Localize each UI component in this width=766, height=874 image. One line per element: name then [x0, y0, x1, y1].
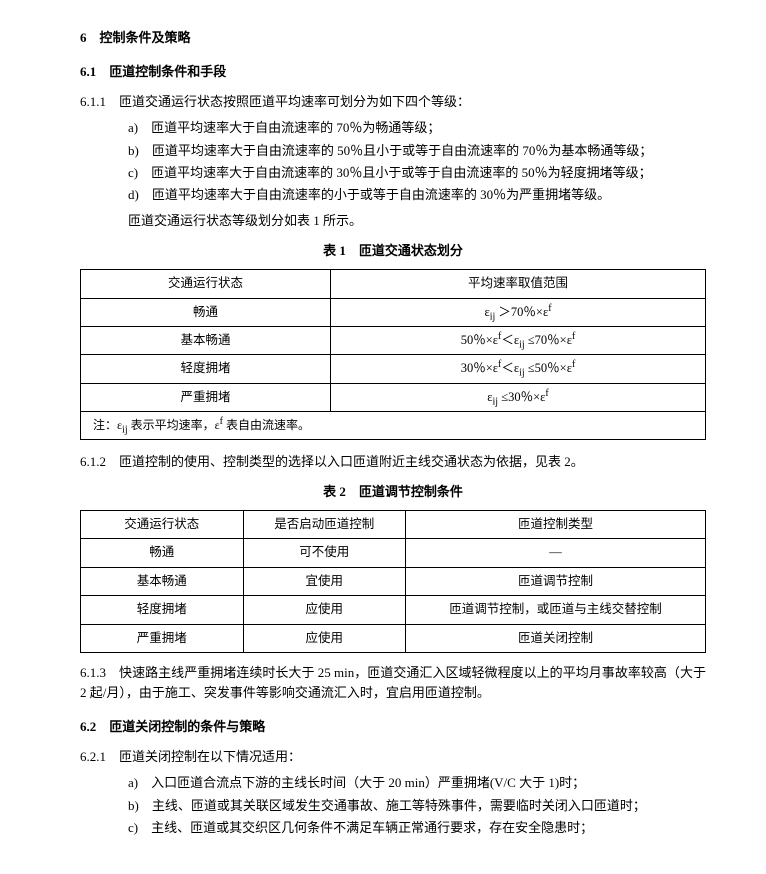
td: 50％×εf＜εij ≤70％×εf — [331, 327, 706, 355]
td: 30％×εf＜εij ≤50％×εf — [331, 355, 706, 383]
table-row: 基本畅通 宜使用 匝道调节控制 — [81, 567, 706, 595]
table-row: 轻度拥堵 应使用 匝道调节控制，或匝道与主线交替控制 — [81, 596, 706, 624]
td: 严重拥堵 — [81, 383, 331, 411]
list-item-a: a) 入口匝道合流点下游的主线长时间（大于 20 min）严重拥堵(V/C 大于… — [128, 773, 706, 793]
th: 是否启动匝道控制 — [243, 511, 406, 539]
td: 基本畅通 — [81, 567, 244, 595]
table-row: 交通运行状态 平均速率取值范围 — [81, 270, 706, 298]
heading-6-1: 6.1 匝道控制条件和手段 — [80, 62, 706, 82]
table-row: 基本畅通 50％×εf＜εij ≤70％×εf — [81, 327, 706, 355]
th: 平均速率取值范围 — [331, 270, 706, 298]
td: 应使用 — [243, 596, 406, 624]
list-item-a: a) 匝道平均速率大于自由流速率的 70％为畅通等级； — [128, 118, 706, 138]
td: 轻度拥堵 — [81, 596, 244, 624]
list-6-2-1: a) 入口匝道合流点下游的主线长时间（大于 20 min）严重拥堵(V/C 大于… — [80, 773, 706, 837]
table-2-title: 表 2 匝道调节控制条件 — [80, 482, 706, 502]
list-item-b: b) 主线、匝道或其关联区域发生交通事故、施工等特殊事件，需要临时关闭入口匝道时… — [128, 796, 706, 816]
td: 宜使用 — [243, 567, 406, 595]
para-6-2-1: 6.2.1 匝道关闭控制在以下情况适用： — [80, 747, 706, 767]
th: 交通运行状态 — [81, 511, 244, 539]
table-1: 交通运行状态 平均速率取值范围 畅通 εij ＞70％×εf 基本畅通 50％×… — [80, 269, 706, 439]
para-6-1-1-tail: 匝道交通运行状态等级划分如表 1 所示。 — [80, 211, 706, 231]
td: 可不使用 — [243, 539, 406, 567]
table-row: 畅通 εij ＞70％×εf — [81, 298, 706, 326]
table-row: 交通运行状态 是否启动匝道控制 匝道控制类型 — [81, 511, 706, 539]
table-note-row: 注：εij 表示平均速率，εf 表自由流速率。 — [81, 412, 706, 440]
th: 匝道控制类型 — [406, 511, 706, 539]
td: 应使用 — [243, 624, 406, 652]
td: 畅通 — [81, 539, 244, 567]
td: εij ≤30％×εf — [331, 383, 706, 411]
td: 基本畅通 — [81, 327, 331, 355]
para-6-1-3: 6.1.3 快速路主线严重拥堵连续时长大于 25 min，匝道交通汇入区域轻微程… — [80, 663, 706, 703]
td: εij ＞70％×εf — [331, 298, 706, 326]
para-6-1-2: 6.1.2 匝道控制的使用、控制类型的选择以入口匝道附近主线交通状态为依据，见表… — [80, 452, 706, 472]
list-item-c: c) 主线、匝道或其交织区几何条件不满足车辆正常通行要求，存在安全隐患时； — [128, 818, 706, 838]
para-6-1-1: 6.1.1 匝道交通运行状态按照匝道平均速率可划分为如下四个等级： — [80, 92, 706, 112]
heading-6-2: 6.2 匝道关闭控制的条件与策略 — [80, 717, 706, 737]
table-2: 交通运行状态 是否启动匝道控制 匝道控制类型 畅通 可不使用 — 基本畅通 宜使… — [80, 510, 706, 653]
td: 匝道关闭控制 — [406, 624, 706, 652]
table-row: 严重拥堵 εij ≤30％×εf — [81, 383, 706, 411]
td: 畅通 — [81, 298, 331, 326]
list-item-d: d) 匝道平均速率大于自由流速率的小于或等于自由流速率的 30％为严重拥堵等级。 — [128, 185, 706, 205]
table-1-title: 表 1 匝道交通状态划分 — [80, 241, 706, 261]
td: 严重拥堵 — [81, 624, 244, 652]
table-row: 轻度拥堵 30％×εf＜εij ≤50％×εf — [81, 355, 706, 383]
table-note: 注：εij 表示平均速率，εf 表自由流速率。 — [81, 412, 706, 440]
heading-6: 6 控制条件及策略 — [80, 28, 706, 48]
td: 匝道调节控制，或匝道与主线交替控制 — [406, 596, 706, 624]
td: 轻度拥堵 — [81, 355, 331, 383]
list-item-b: b) 匝道平均速率大于自由流速率的 50％且小于或等于自由流速率的 70％为基本… — [128, 141, 706, 161]
th: 交通运行状态 — [81, 270, 331, 298]
list-item-c: c) 匝道平均速率大于自由流速率的 30％且小于或等于自由流速率的 50％为轻度… — [128, 163, 706, 183]
td: 匝道调节控制 — [406, 567, 706, 595]
td: — — [406, 539, 706, 567]
list-6-1-1: a) 匝道平均速率大于自由流速率的 70％为畅通等级； b) 匝道平均速率大于自… — [80, 118, 706, 205]
table-row: 严重拥堵 应使用 匝道关闭控制 — [81, 624, 706, 652]
table-row: 畅通 可不使用 — — [81, 539, 706, 567]
